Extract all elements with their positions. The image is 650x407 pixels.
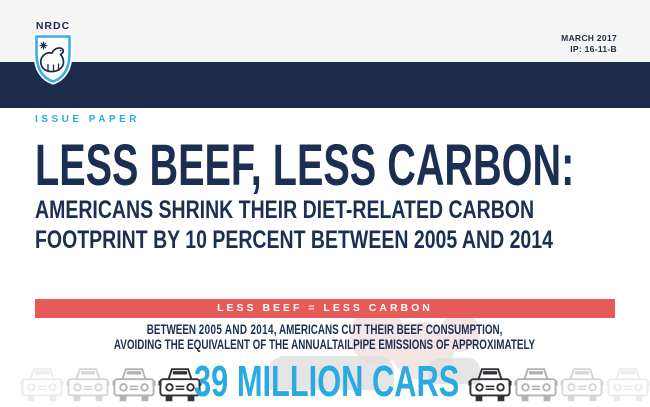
car-icon bbox=[468, 364, 512, 404]
stat-value: 39 MILLION CARS bbox=[194, 357, 460, 406]
watermark-cloud bbox=[440, 312, 480, 352]
car-icon bbox=[606, 364, 650, 404]
body-line-1-suffix: , AMERICANS CUT THEIR BEEF CONSUMPTION, bbox=[274, 322, 503, 337]
nrdc-logo: NRDC bbox=[31, 20, 75, 85]
paper-id: IP: 16-11-B bbox=[570, 44, 617, 54]
nrdc-shield-badge bbox=[33, 33, 73, 85]
nrdc-wordmark: NRDC bbox=[35, 20, 71, 32]
body-line-2: AVOIDING THE EQUIVALENT OF THE ANNUALTAI… bbox=[114, 337, 536, 352]
car-icon bbox=[20, 364, 64, 404]
car-icon bbox=[112, 364, 156, 404]
car-icon bbox=[514, 364, 558, 404]
header-strip bbox=[0, 0, 650, 62]
watermark-car-silhouette bbox=[268, 356, 394, 390]
kicker-label: ISSUE PAPER bbox=[35, 114, 140, 125]
body-line-1: BETWEEN 2005 AND 2014, AMERICANS CUT THE… bbox=[0, 322, 650, 337]
polar-bear-icon bbox=[39, 47, 65, 73]
body-paragraph: BETWEEN 2005 AND 2014, AMERICANS CUT THE… bbox=[0, 322, 650, 352]
body-line-1-bold: 2005 AND 2014 bbox=[199, 322, 275, 337]
subtitle-line-1: AMERICANS SHRINK THEIR DIET-RELATED CARB… bbox=[35, 196, 535, 224]
body-line-1-prefix: BETWEEN bbox=[147, 322, 200, 337]
car-icon bbox=[560, 364, 604, 404]
car-icon bbox=[66, 364, 110, 404]
subtitle-line-2: FOOTPRINT BY 10 PERCENT BETWEEN 2005 AND… bbox=[35, 226, 553, 254]
page-title: LESS BEEF, LESS CARBON: bbox=[35, 133, 575, 198]
snowflake-icon bbox=[39, 41, 48, 50]
navy-band bbox=[0, 62, 650, 108]
section-banner: LESS BEEF = LESS CARBON bbox=[35, 299, 615, 318]
publication-meta: MARCH 2017 IP: 16-11-B bbox=[561, 33, 617, 55]
publication-date: MARCH 2017 bbox=[561, 33, 617, 43]
